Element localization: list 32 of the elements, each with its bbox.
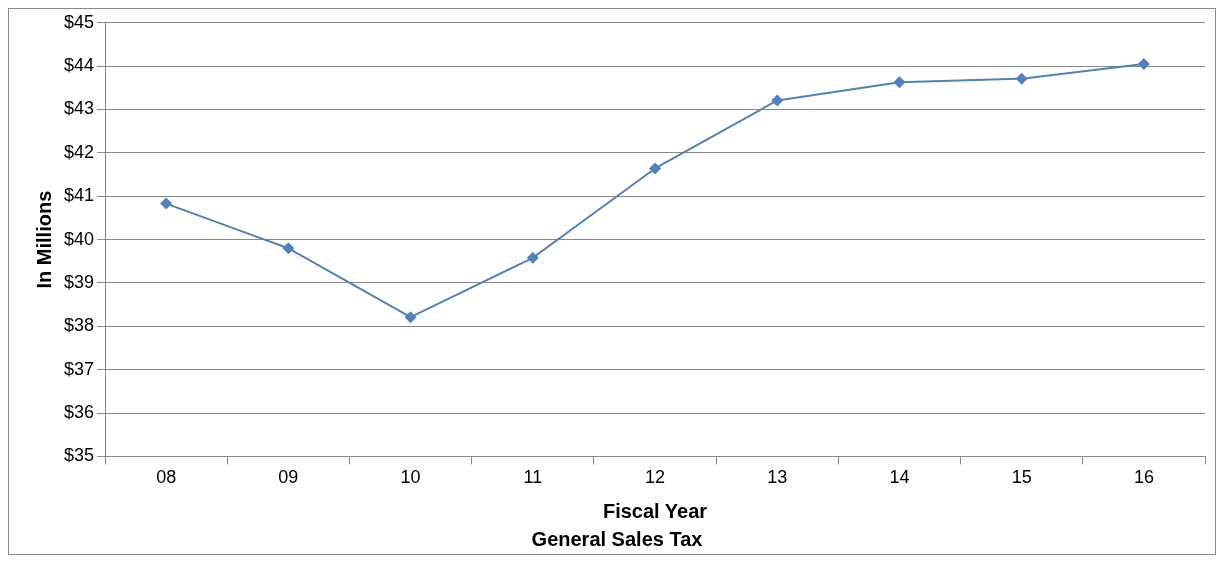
y-tick-label: $43 xyxy=(63,98,95,119)
y-tick-label: $37 xyxy=(63,358,95,379)
point xyxy=(649,162,662,175)
y-tick-label: $36 xyxy=(63,402,95,423)
x-tick-label: 12 xyxy=(645,467,666,488)
point xyxy=(404,311,417,324)
y-tick-label: $42 xyxy=(63,141,95,162)
y-tick-label: $41 xyxy=(63,185,95,206)
y-tick-label: $45 xyxy=(63,11,95,32)
point xyxy=(771,94,784,107)
x-tick-label: 14 xyxy=(889,467,910,488)
x-tick-label: 11 xyxy=(523,467,543,488)
text: General Sales Tax xyxy=(531,527,703,550)
point xyxy=(1137,57,1150,70)
x-tick-label: 10 xyxy=(400,467,421,488)
y-tick-label: $44 xyxy=(63,55,95,76)
point xyxy=(526,251,539,264)
point xyxy=(282,242,295,255)
x-tick-label: 16 xyxy=(1133,467,1154,488)
y-tick-label: $38 xyxy=(63,315,95,336)
point xyxy=(160,197,173,210)
point xyxy=(893,76,906,89)
x-tick-label: 09 xyxy=(278,467,299,488)
y-tick-label: $40 xyxy=(63,228,95,249)
y-tick-label: $39 xyxy=(63,271,95,292)
x-axis-title: Fiscal Year xyxy=(602,499,708,522)
x-tick-label: 13 xyxy=(767,467,788,488)
y-tick-label: $35 xyxy=(63,445,95,466)
point xyxy=(1015,72,1028,85)
x-tick-label: 08 xyxy=(156,467,177,488)
x-tick-label: 15 xyxy=(1011,467,1032,488)
y-axis-title: In Millions xyxy=(32,190,55,289)
